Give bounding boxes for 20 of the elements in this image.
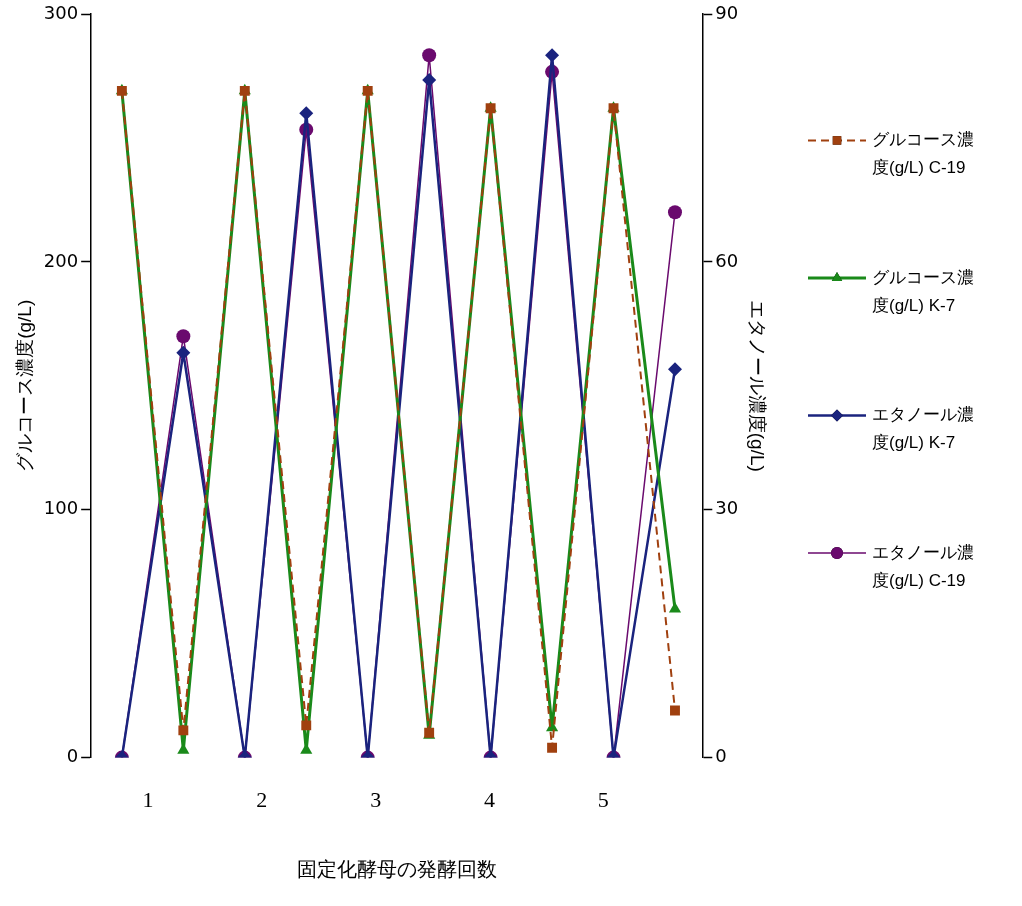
x-axis-title: 固定化酵母の発酵回数 [296,857,497,880]
y2-tick-label: 30 [715,497,739,519]
y2-axis-title: エタノール濃度(g/L) [747,299,769,472]
legend-label: エタノール濃度(g/L) C-19 [872,542,974,590]
x-tick-label: 2 [256,786,268,812]
y2-tick-label: 90 [715,1,739,23]
legend-label: グルコース濃度(g/L) C-19 [872,130,974,178]
y2-tick-label: 60 [715,249,739,271]
y-tick-label: 200 [43,249,79,271]
y-tick-label: 100 [43,497,79,519]
y-axis-title: グルコース濃度(g/L) [13,299,35,472]
y-tick-label: 0 [66,745,79,767]
x-tick-label: 4 [483,786,495,812]
legend-label: グルコース濃度(g/L) K-7 [872,267,974,315]
y-tick-label: 300 [43,1,79,23]
x-tick-label: 5 [597,786,609,812]
x-tick-label: 1 [142,786,154,812]
y2-tick-label: 0 [715,745,727,767]
legend-label: エタノール濃度(g/L) K-7 [872,405,974,453]
x-tick-label: 3 [370,786,382,812]
